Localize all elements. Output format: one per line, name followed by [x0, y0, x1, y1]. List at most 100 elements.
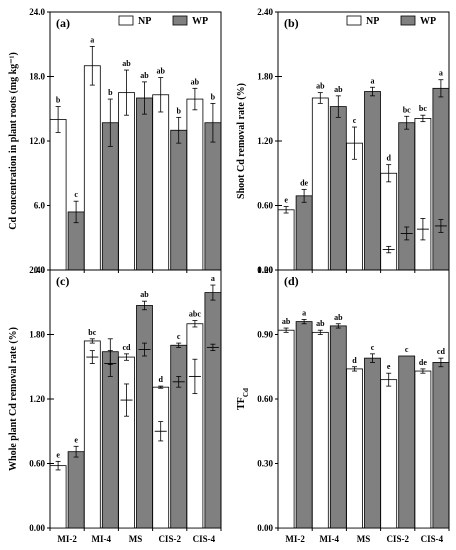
- significance-label: d: [386, 154, 391, 163]
- bar-np: [380, 379, 398, 529]
- significance-label: ab: [122, 59, 131, 68]
- bar-np: [277, 329, 295, 529]
- bar-wp: [398, 355, 416, 529]
- legend-label-np: NP: [138, 16, 151, 27]
- significance-label: ab: [334, 85, 343, 94]
- y-tick-label: 1.20: [257, 136, 273, 146]
- significance-label: c: [405, 345, 409, 354]
- y-tick-label: 2.40: [257, 7, 273, 17]
- bar-wp: [295, 321, 313, 529]
- bar-wp: [170, 129, 188, 271]
- panel-label: (b): [284, 16, 299, 30]
- significance-label: bc: [403, 105, 411, 114]
- bar-wp: [329, 325, 347, 529]
- significance-label: ab: [191, 77, 200, 86]
- bar-np: [83, 65, 101, 271]
- bar-wp: [364, 91, 381, 271]
- significance-label: bc: [419, 104, 427, 113]
- y-axis-label: TFCd: [236, 388, 250, 410]
- bar-wp: [295, 195, 313, 271]
- y-tick-label: 24.0: [29, 7, 45, 17]
- y-tick-label: 0.00: [257, 523, 273, 533]
- bar-np: [83, 340, 101, 529]
- significance-label: e: [56, 450, 60, 459]
- y-tick-label: 0.00: [257, 265, 273, 275]
- legend-label-wp: WP: [192, 16, 208, 27]
- bar-np: [118, 92, 135, 271]
- significance-label: ab: [334, 313, 343, 322]
- y-tick-label: 1.80: [29, 330, 45, 340]
- x-tick-label: MI-4: [92, 534, 112, 544]
- bar-np: [414, 370, 432, 529]
- significance-label: bc: [88, 328, 96, 337]
- legend-swatch-wp: [400, 15, 416, 26]
- legend-swatch-wp: [172, 15, 188, 26]
- legend-swatch-np: [346, 15, 362, 26]
- y-tick-label: 0.60: [29, 459, 45, 469]
- x-tick-label: MI-2: [57, 534, 77, 544]
- y-tick-label: 0.60: [257, 201, 273, 211]
- legend-label-np: NP: [366, 16, 379, 27]
- bar-wp: [398, 122, 416, 271]
- bar-np: [380, 172, 398, 271]
- significance-label: c: [353, 116, 357, 125]
- significance-label: d: [158, 375, 163, 384]
- panel-3: 0.00 0.60 1.20 1.80 2.40 MI-2 MI-4 MS CIS-2 CIS-4…: [8, 265, 222, 544]
- y-tick-label: 2.40: [29, 265, 45, 275]
- significance-label: a: [211, 274, 215, 283]
- legend: NP WP: [118, 15, 208, 27]
- bar-wp: [204, 122, 222, 271]
- panel-4: 0.00 0.30 0.60 0.90 1.20 MI-2 MI-4 MS CIS-2 CIS-4…: [236, 265, 450, 544]
- bar-np: [277, 209, 295, 271]
- bar-wp: [204, 292, 222, 529]
- significance-label: d: [352, 356, 357, 365]
- legend-swatch-np: [118, 15, 134, 26]
- y-tick-label: 0.0: [34, 265, 46, 275]
- legend: NP WP: [346, 15, 436, 27]
- panel-2: 0.00 0.60 1.20 1.80 2.40 Shoot Cd removal rat…: [236, 7, 450, 275]
- significance-label: c: [371, 343, 375, 352]
- bar-wp: [432, 362, 450, 529]
- x-tick-label: MI-4: [320, 534, 340, 544]
- bar-np: [311, 97, 329, 271]
- significance-label: ab: [316, 319, 325, 328]
- bar-wp: [364, 357, 381, 529]
- significance-label: cd: [437, 347, 446, 356]
- significance-label: b: [108, 88, 113, 97]
- significance-label: a: [371, 76, 375, 85]
- y-axis-label: Shoot Cd removal rate (%): [236, 83, 247, 199]
- significance-label: ab: [140, 290, 149, 299]
- bar-np: [152, 386, 170, 529]
- significance-label: ab: [316, 82, 325, 91]
- significance-label: e: [387, 362, 391, 371]
- y-tick-label: 18.0: [29, 72, 45, 82]
- bar-wp: [432, 87, 450, 271]
- y-tick-label: 1.20: [257, 265, 273, 275]
- significance-label: de: [300, 178, 308, 187]
- significance-label: e: [74, 435, 78, 444]
- bar-np: [152, 94, 170, 271]
- bar-wp: [136, 305, 153, 529]
- bar-np: [346, 368, 363, 529]
- significance-label: b: [211, 92, 216, 101]
- significance-label: a: [90, 35, 94, 44]
- significance-label: ab: [156, 67, 165, 76]
- bar-np: [186, 323, 204, 529]
- x-tick-label: MS: [129, 534, 143, 544]
- significance-label: ab: [140, 71, 149, 80]
- bar-np: [414, 118, 432, 271]
- significance-label: c: [74, 190, 78, 199]
- bar-wp: [329, 106, 347, 271]
- x-tick-label: MI-2: [285, 534, 305, 544]
- y-tick-label: 1.80: [257, 72, 273, 82]
- significance-label: de: [419, 358, 427, 367]
- significance-label: abc: [189, 310, 201, 319]
- bar-wp: [136, 97, 153, 271]
- x-tick-label: CIS-4: [193, 534, 216, 544]
- legend-label-wp: WP: [420, 16, 436, 27]
- y-tick-label: 12.0: [29, 136, 45, 146]
- significance-label: a: [439, 69, 443, 78]
- y-tick-label: 0.00: [29, 523, 45, 533]
- significance-label: e: [284, 196, 288, 205]
